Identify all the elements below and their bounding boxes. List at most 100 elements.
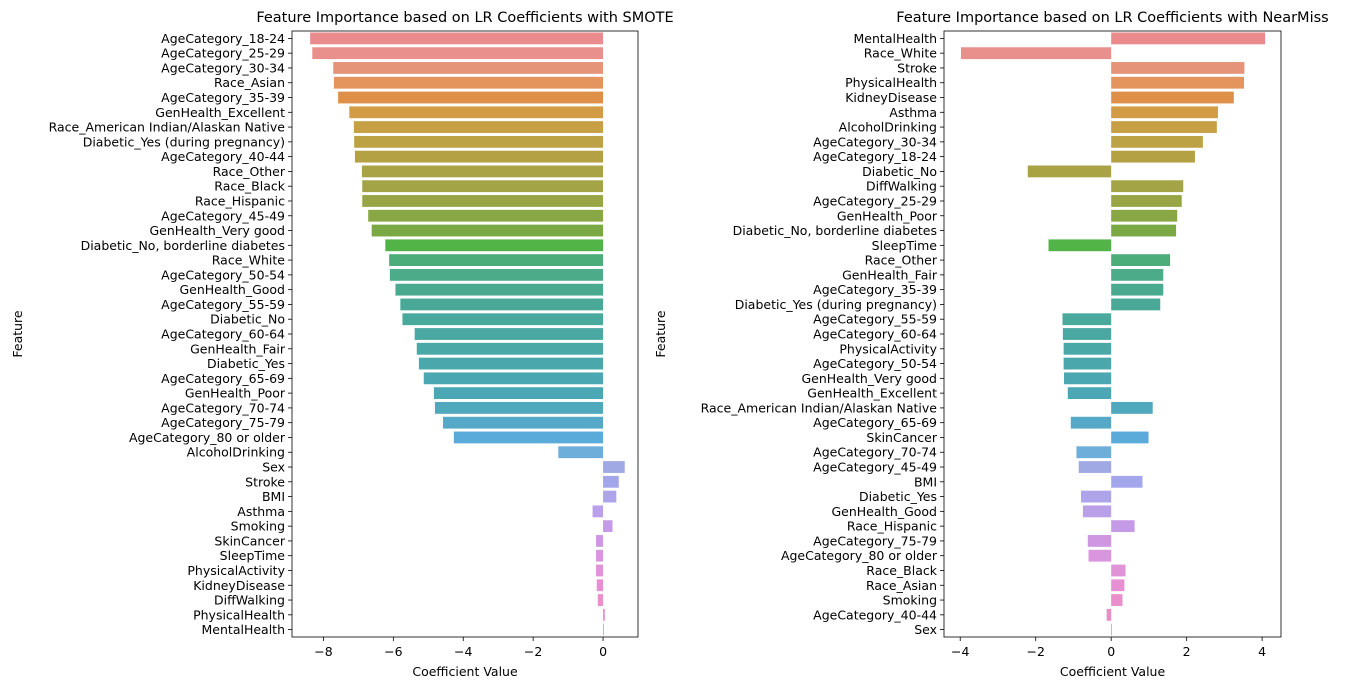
x-tick-label: −2 <box>1026 644 1044 659</box>
bar-diabetic-no-borderline-diabetes <box>1111 224 1177 237</box>
bar-agecategory-18-24 <box>1111 150 1195 163</box>
bar-agecategory-35-39 <box>1111 283 1164 296</box>
y-tick-label: Race_White <box>212 253 286 268</box>
bar-agecategory-60-64 <box>1062 328 1112 340</box>
bar-skincancer <box>1111 431 1149 444</box>
y-tick-label: AgeCategory_25-29 <box>161 46 285 61</box>
y-tick-label: Diabetic_No, borderline diabetes <box>733 223 937 238</box>
y-tick-label: PhysicalHealth <box>193 607 285 622</box>
y-tick-label: AgeCategory_50-54 <box>161 267 285 282</box>
bar-race-other <box>361 165 604 178</box>
y-tick-label: Asthma <box>237 504 285 519</box>
y-tick-label: GenHealth_Excellent <box>807 386 937 401</box>
bar-agecategory-55-59 <box>400 298 604 311</box>
chart-title: Feature Importance based on LR Coefficie… <box>896 10 1328 26</box>
bar-genhealth-fair <box>416 342 604 355</box>
y-tick-label: SleepTime <box>872 238 938 253</box>
x-tick-label: 0 <box>1107 644 1115 659</box>
bar-sex <box>1111 623 1112 636</box>
y-tick-label: PhysicalHealth <box>845 75 937 90</box>
x-tick-label: −2 <box>524 644 542 659</box>
y-axis-label: Feature <box>653 310 668 358</box>
bar-genhealth-very-good <box>371 224 604 237</box>
bar-diabetic-yes-during-pregnancy- <box>354 135 604 148</box>
bar-sex <box>603 461 625 473</box>
y-tick-label: Diabetic_No, borderline diabetes <box>81 238 285 253</box>
bar-alcoholdrinking <box>1111 121 1217 133</box>
bar-stroke <box>603 475 619 488</box>
bar-agecategory-65-69 <box>1070 416 1112 429</box>
y-tick-label: BMI <box>914 474 937 489</box>
y-tick-label: Race_American Indian/Alaskan Native <box>701 400 938 415</box>
bar-stroke <box>1111 62 1245 74</box>
bar-sleeptime <box>1048 239 1112 252</box>
bar-diabetic-no-borderline-diabetes <box>385 239 604 252</box>
bar-race-asian <box>1111 579 1125 592</box>
bar-alcoholdrinking <box>558 446 604 459</box>
bar-diffwalking <box>1111 180 1184 193</box>
chart-title: Feature Importance based on LR Coefficie… <box>256 10 673 26</box>
bar-race-black <box>362 180 604 193</box>
y-tick-label: KidneyDisease <box>845 90 937 105</box>
y-tick-label: Sex <box>914 622 937 637</box>
y-tick-label: AgeCategory_50-54 <box>813 356 937 371</box>
y-tick-label: PhysicalActivity <box>187 563 285 578</box>
y-tick-label: Stroke <box>245 474 285 489</box>
y-tick-label: Diabetic_Yes <box>207 356 285 371</box>
bar-diffwalking <box>597 594 604 606</box>
bar-mentalhealth <box>1111 32 1266 45</box>
bar-agecategory-65-69 <box>423 372 604 385</box>
y-tick-label: SkinCancer <box>866 430 937 445</box>
bar-physicalactivity <box>1063 342 1112 355</box>
bar-agecategory-35-39 <box>338 91 604 104</box>
bar-genhealth-excellent <box>349 106 604 119</box>
y-tick-label: AgeCategory_60-64 <box>161 327 285 342</box>
x-tick-label: 4 <box>1258 644 1266 659</box>
bar-agecategory-50-54 <box>1063 357 1112 370</box>
bar-skincancer <box>596 535 604 547</box>
bar-agecategory-40-44 <box>354 150 604 163</box>
bar-race-asian <box>333 76 604 89</box>
bar-bmi <box>1111 475 1143 488</box>
bar-agecategory-45-49 <box>1078 461 1112 473</box>
y-tick-label: AgeCategory_65-69 <box>161 371 285 386</box>
x-tick-label: 0 <box>599 644 607 659</box>
nearmiss-chart: MentalHealthRace_WhiteStrokePhysicalHeal… <box>653 10 1329 679</box>
x-tick-label: −4 <box>454 644 472 659</box>
bar-race-white <box>960 47 1112 60</box>
y-tick-label: AgeCategory_70-74 <box>161 400 285 415</box>
y-tick-label: Race_Black <box>866 563 937 578</box>
y-tick-label: Race_White <box>864 46 938 61</box>
x-tick-label: −8 <box>314 644 332 659</box>
bar-genhealth-good <box>395 283 604 296</box>
y-tick-label: AgeCategory_18-24 <box>161 31 285 46</box>
plot-frame <box>291 30 639 638</box>
bar-race-american-indian-alaskan-native <box>353 121 604 133</box>
bar-agecategory-50-54 <box>389 268 604 281</box>
y-tick-label: AgeCategory_40-44 <box>161 149 285 164</box>
x-tick-label: −4 <box>951 644 969 659</box>
y-tick-label: Diabetic_Yes <box>859 489 937 504</box>
y-tick-label: AlcoholDrinking <box>187 445 285 460</box>
x-tick-label: −6 <box>384 644 402 659</box>
y-tick-label: GenHealth_Excellent <box>155 105 285 120</box>
y-tick-label: SleepTime <box>220 548 286 563</box>
y-tick-label: Race_American Indian/Alaskan Native <box>49 120 286 135</box>
bar-genhealth-poor <box>1111 209 1178 222</box>
y-tick-label: AgeCategory_55-59 <box>161 297 285 312</box>
bar-genhealth-very-good <box>1064 372 1112 385</box>
bar-smoking <box>1111 594 1123 606</box>
y-tick-label: Diabetic_No <box>862 164 937 179</box>
y-tick-label: AgeCategory_65-69 <box>813 415 937 430</box>
bar-agecategory-70-74 <box>434 401 604 414</box>
y-tick-label: GenHealth_Fair <box>842 267 938 282</box>
y-tick-label: PhysicalActivity <box>839 341 937 356</box>
y-tick-label: Stroke <box>897 60 937 75</box>
y-tick-label: Race_Other <box>213 164 286 179</box>
bar-asthma <box>592 505 604 518</box>
y-tick-label: GenHealth_Very good <box>801 371 937 386</box>
bar-agecategory-40-44 <box>1106 608 1112 621</box>
bar-agecategory-45-49 <box>368 209 604 222</box>
